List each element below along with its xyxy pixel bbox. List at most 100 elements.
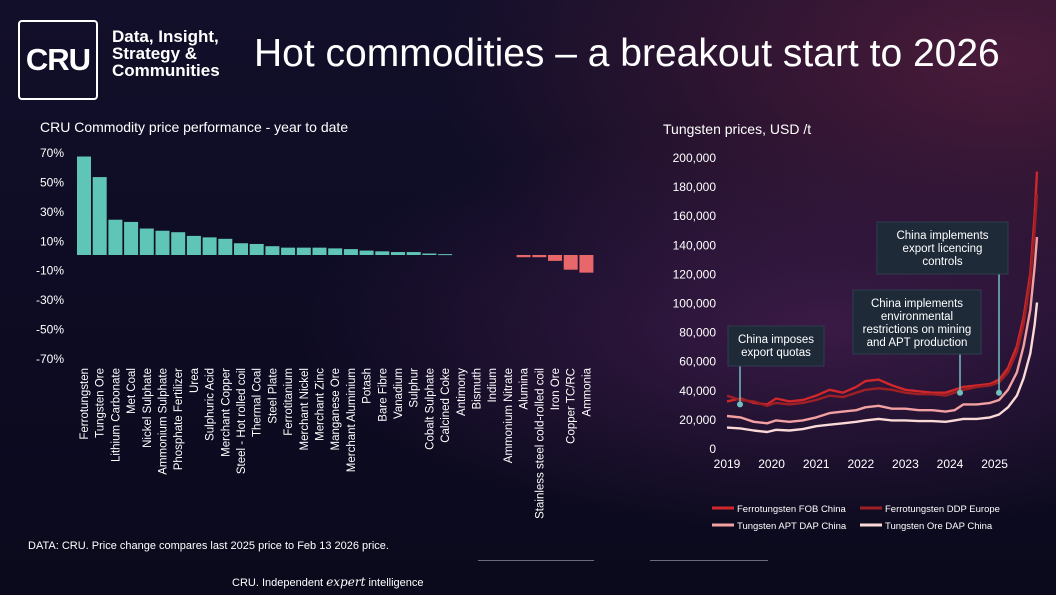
y-tick-label: 40,000: [679, 384, 716, 398]
x-tick-label: 2021: [803, 457, 830, 471]
category-label: Antimony: [456, 368, 468, 416]
annotation-text: restrictions on mining: [863, 324, 972, 336]
bar: [359, 250, 374, 255]
bar: [579, 255, 594, 273]
annotation-marker: [996, 389, 1002, 396]
category-label: Cobalt Sulphate: [424, 368, 436, 450]
bar: [422, 253, 437, 255]
annotation-text: and APT production: [867, 337, 968, 349]
cru-logo: CRU: [18, 20, 98, 100]
category-label: Manganese Ore: [330, 368, 342, 450]
x-tick-label: 2022: [847, 457, 874, 471]
bar: [312, 247, 327, 255]
category-label: Iron Ore: [550, 368, 562, 410]
bar: [406, 252, 421, 255]
bar: [296, 247, 311, 255]
x-tick-label: 2020: [758, 457, 785, 471]
y-tick-label: 200,000: [673, 151, 717, 165]
source-note: DATA: CRU. Price change compares last 20…: [28, 540, 389, 552]
category-label: Ammonia: [581, 367, 593, 416]
category-label: Merchant Nickel: [299, 368, 311, 450]
category-label: Met Coal: [126, 368, 138, 414]
series-line: [726, 171, 1039, 406]
bar: [124, 221, 139, 255]
footer-italic: expert: [326, 575, 366, 589]
series-line: [726, 236, 1039, 425]
annotation-text: controls: [922, 256, 963, 268]
bar: [391, 252, 405, 255]
annotation-marker: [737, 401, 743, 408]
bar: [155, 230, 170, 255]
bar: [186, 235, 201, 255]
category-label: Sulphur: [409, 368, 421, 408]
annotation-box: [876, 221, 1009, 275]
legend-label: Tungsten APT DAP China: [737, 521, 847, 532]
bar: [234, 243, 248, 255]
x-tick-label: 2019: [714, 457, 741, 471]
category-label: Ferrotungsten: [79, 368, 91, 440]
category-label: Tungsten Ore: [95, 368, 107, 438]
tagline-line: Communities: [112, 61, 220, 80]
category-label: Ammonium Nitrate: [503, 368, 515, 463]
tagline-line: Strategy &: [112, 44, 198, 63]
line-chart-title: Tungsten prices, USD /t: [663, 121, 811, 137]
bar: [438, 254, 453, 256]
bar: [171, 232, 186, 255]
annotation-text: China imposes: [738, 334, 814, 346]
bar: [548, 255, 562, 261]
annotation-text: environmental: [881, 311, 953, 323]
divider-line: [478, 560, 594, 561]
bar: [249, 243, 264, 255]
y-tick-label: 10%: [40, 234, 64, 248]
bar: [139, 228, 154, 255]
y-tick-label: 120,000: [673, 267, 717, 281]
category-label: Vanadium: [393, 368, 405, 419]
annotation-text: China implements: [871, 298, 963, 310]
category-label: Indium: [487, 368, 499, 403]
y-tick-label: 140,000: [673, 238, 717, 252]
category-label: Merchant Aluminium: [346, 368, 358, 472]
y-tick-label: -50%: [36, 323, 64, 337]
category-label: Steel - Hot rolled coil: [236, 368, 248, 474]
y-tick-label: 0: [709, 442, 716, 456]
category-label: Bare Fibre: [377, 368, 389, 422]
bar: [328, 248, 343, 255]
bar: [108, 219, 123, 255]
legend-label: Tungsten Ore DAP China: [885, 521, 993, 532]
bar-chart-title: CRU Commodity price performance - year t…: [40, 119, 348, 135]
y-tick-label: -30%: [36, 293, 64, 307]
bar: [343, 249, 358, 255]
annotation-box: [852, 289, 982, 355]
y-tick-label: -70%: [36, 352, 64, 366]
annotation-text: China implements: [896, 230, 988, 242]
divider-line: [650, 560, 768, 561]
bar: [563, 255, 578, 270]
y-tick-label: 70%: [40, 146, 64, 160]
bar: [281, 247, 296, 255]
y-tick-label: 100,000: [673, 297, 717, 311]
bar: [218, 238, 233, 255]
y-tick-label: 60,000: [679, 355, 716, 369]
page-title: Hot commodities – a breakout start to 20…: [254, 32, 1000, 75]
category-label: Merchant Copper: [220, 368, 232, 457]
x-tick-label: 2025: [981, 457, 1008, 471]
category-label: Ferrotitanium: [283, 368, 295, 436]
series-line: [726, 302, 1039, 434]
annotation-box: [727, 325, 825, 367]
bar: [532, 255, 547, 258]
footer-text: CRU. Independent expert intelligence: [232, 575, 424, 589]
y-tick-label: 160,000: [673, 209, 717, 223]
footer-suffix: intelligence: [368, 577, 424, 589]
annotation-text: export licencing: [903, 243, 983, 255]
x-tick-label: 2023: [892, 457, 919, 471]
bar: [202, 237, 217, 255]
category-label: Copper TC/RC: [566, 368, 578, 444]
bar: [265, 246, 280, 255]
category-label: Sulphuric Acid: [205, 368, 217, 441]
y-tick-label: 80,000: [679, 326, 716, 340]
bar: [92, 177, 107, 255]
y-tick-label: 180,000: [673, 180, 717, 194]
y-tick-label: 30%: [40, 205, 64, 219]
brand-tagline: Data, Insight, Strategy & Communities: [112, 28, 220, 79]
category-label: Stainless steel cold-rolled coil: [534, 368, 546, 519]
